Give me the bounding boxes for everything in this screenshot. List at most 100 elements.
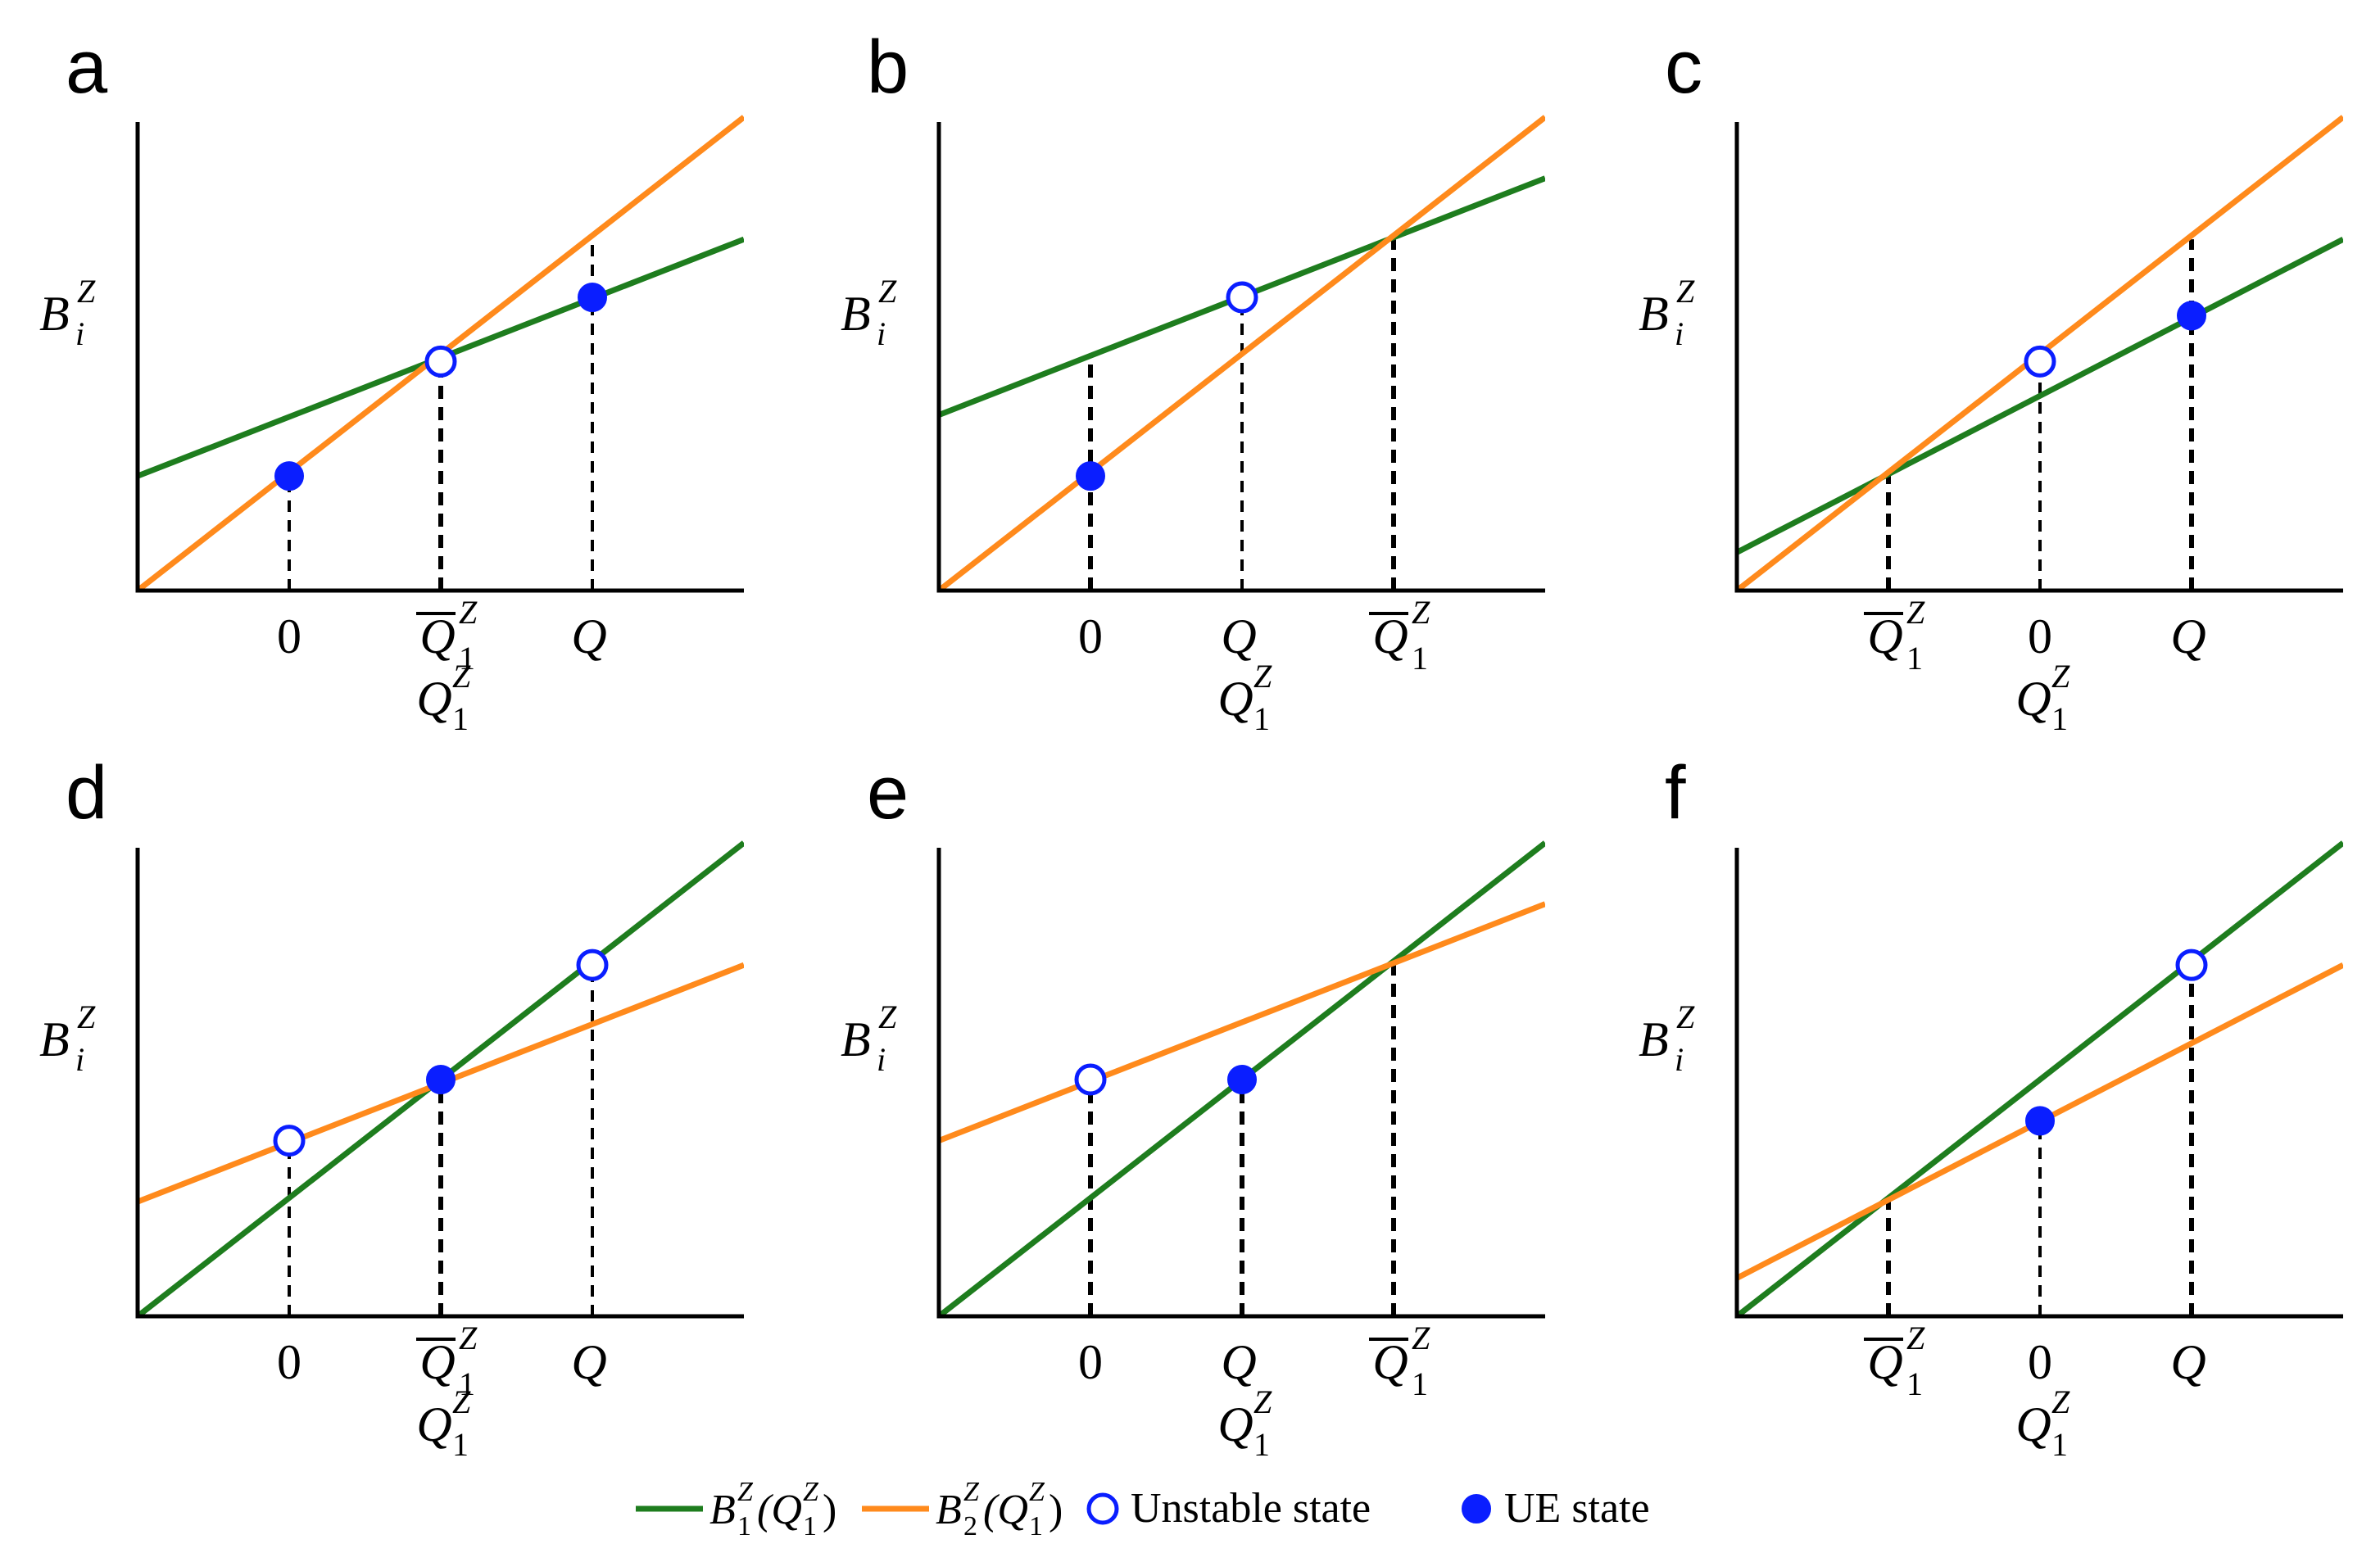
tick-label-e-0: 0 <box>1078 1335 1103 1389</box>
xlabel-sub: 1 <box>1253 700 1270 737</box>
unstable-point-a-1 <box>424 345 457 378</box>
xlabel-sup: Z <box>452 1383 471 1420</box>
tick-sup: Z <box>459 594 478 631</box>
xlabel-sup: Z <box>2051 1383 2070 1420</box>
xlabel-base: Q <box>1217 672 1253 726</box>
tick-label-d-0: 0 <box>277 1335 301 1389</box>
legend-sub: 1 <box>737 1511 751 1542</box>
tick-label-a-2: Q <box>571 609 606 663</box>
tick-label-a-1: Q 1 Z <box>416 594 478 677</box>
tick-label-e-2: Q 1 Z <box>1369 1320 1430 1402</box>
tick-sub: 1 <box>1412 640 1428 677</box>
axes-a <box>135 122 744 593</box>
tick-label-b-0: 0 <box>1078 609 1103 663</box>
tick-text: Q <box>1867 609 1902 663</box>
panel-c: cQ 1Z 0 QQ 1ZB iZ <box>1639 25 2343 737</box>
tick-label-c-2: Q <box>2170 609 2205 663</box>
axes-d <box>135 848 744 1319</box>
tick-text: Q <box>1372 1335 1408 1389</box>
unstable-point-d-2 <box>576 949 609 981</box>
ue-point-b-0 <box>1076 461 1105 491</box>
unstable-point-f-1 <box>2175 949 2208 981</box>
ylabel-sub: i <box>877 315 886 352</box>
tick-sup: Z <box>1412 1320 1430 1356</box>
legend-arg: (Q <box>983 1487 1028 1533</box>
unstable-point-e-0 <box>1074 1063 1107 1096</box>
ylabel-sup: Z <box>1676 273 1695 310</box>
legend-item-2: B 2 Z (Q 1 Z) <box>862 1477 1063 1542</box>
tick-label-f-0: Q 1 Z <box>1864 1320 1925 1402</box>
tick-text: Q <box>1867 1335 1902 1389</box>
legend-item-3: Unstable state <box>1086 1485 1371 1532</box>
tick-label-b-1: Q <box>1221 609 1256 663</box>
ue-point-e-1 <box>1227 1065 1257 1094</box>
ylabel-sup: Z <box>878 998 897 1035</box>
tick-sub: 1 <box>1906 1365 1923 1402</box>
panel-a: a 0 Q 1Z Q Q 1Z B iZ <box>39 25 744 737</box>
ue-point-a-2 <box>578 283 607 313</box>
ylabel-base: B <box>1639 1012 1669 1066</box>
tick-label-d-1: Q 1 Z <box>416 1320 478 1402</box>
tick-text: Q <box>2170 609 2205 663</box>
legend-item-1: B 1Z (Q 1Z) <box>636 1477 836 1542</box>
ylabel-sup: Z <box>77 273 96 310</box>
ylabel-sup: Z <box>878 273 897 310</box>
xlabel-sub: 1 <box>1253 1426 1270 1463</box>
legend-close: ) <box>1049 1487 1063 1533</box>
xlabel-base: Q <box>1217 1397 1253 1451</box>
axes-c <box>1734 122 2343 593</box>
ue-point-c-1 <box>2177 301 2206 331</box>
series-line-b-2 <box>939 115 1545 591</box>
panel-letter-a: a <box>66 25 108 109</box>
panel-letter-d: d <box>66 751 107 835</box>
legend-sub: 2 <box>963 1511 977 1542</box>
x-axis-label-e: Q 1 Z <box>1217 1383 1272 1463</box>
tick-text: 0 <box>2028 609 2052 663</box>
series-line-e-2 <box>939 901 1545 1143</box>
legend-item-4: UE state <box>1462 1485 1650 1532</box>
ylabel-base: B <box>39 287 70 341</box>
legend-arg-sub: 1 <box>1029 1511 1043 1542</box>
axes-b <box>936 122 1545 593</box>
panel-letter-b: b <box>867 25 909 109</box>
axes-f <box>1734 848 2343 1319</box>
xlabel-sup: Z <box>2051 658 2070 695</box>
legend-label: UE state <box>1504 1485 1650 1532</box>
legend-label: Unstable state <box>1131 1485 1371 1532</box>
xlabel-sub: 1 <box>2051 700 2068 737</box>
tick-label-c-0: Q 1 Z <box>1864 594 1925 677</box>
tick-label-c-1: 0 <box>2028 609 2052 663</box>
xlabel-base: Q <box>2015 672 2051 726</box>
series-line-f-1 <box>1737 840 2343 1316</box>
tick-label-b-2: Q 1 Z <box>1369 594 1430 677</box>
tick-sub: 1 <box>1906 640 1923 677</box>
tick-label-e-1: Q <box>1221 1335 1256 1389</box>
ylabel-base: B <box>1639 287 1669 341</box>
ylabel-base: B <box>841 1012 871 1066</box>
series-line-c-1 <box>1737 237 2343 555</box>
tick-text: Q <box>419 1335 455 1389</box>
tick-sup: Z <box>459 1320 478 1356</box>
unstable-point-c-0 <box>2024 345 2056 378</box>
ue-point-d-1 <box>426 1065 456 1094</box>
tick-text: Q <box>571 609 606 663</box>
tick-text: 0 <box>277 609 301 663</box>
axes-e <box>936 848 1545 1319</box>
panel-f: fQ 1Z 0 QQ 1ZB iZ <box>1639 751 2343 1463</box>
tick-sup: Z <box>1412 594 1430 631</box>
tick-label-f-2: Q <box>2170 1335 2205 1389</box>
x-axis-label-a: Q 1 Z <box>416 658 471 737</box>
tick-sup: Z <box>1906 1320 1925 1356</box>
ylabel-sub: i <box>1675 1041 1684 1078</box>
tick-text: Q <box>1221 609 1256 663</box>
ylabel-sup: Z <box>77 998 96 1035</box>
x-axis-label-d: Q 1 Z <box>416 1383 471 1463</box>
xlabel-base: Q <box>2015 1397 2051 1451</box>
tick-text: Q <box>1221 1335 1256 1389</box>
